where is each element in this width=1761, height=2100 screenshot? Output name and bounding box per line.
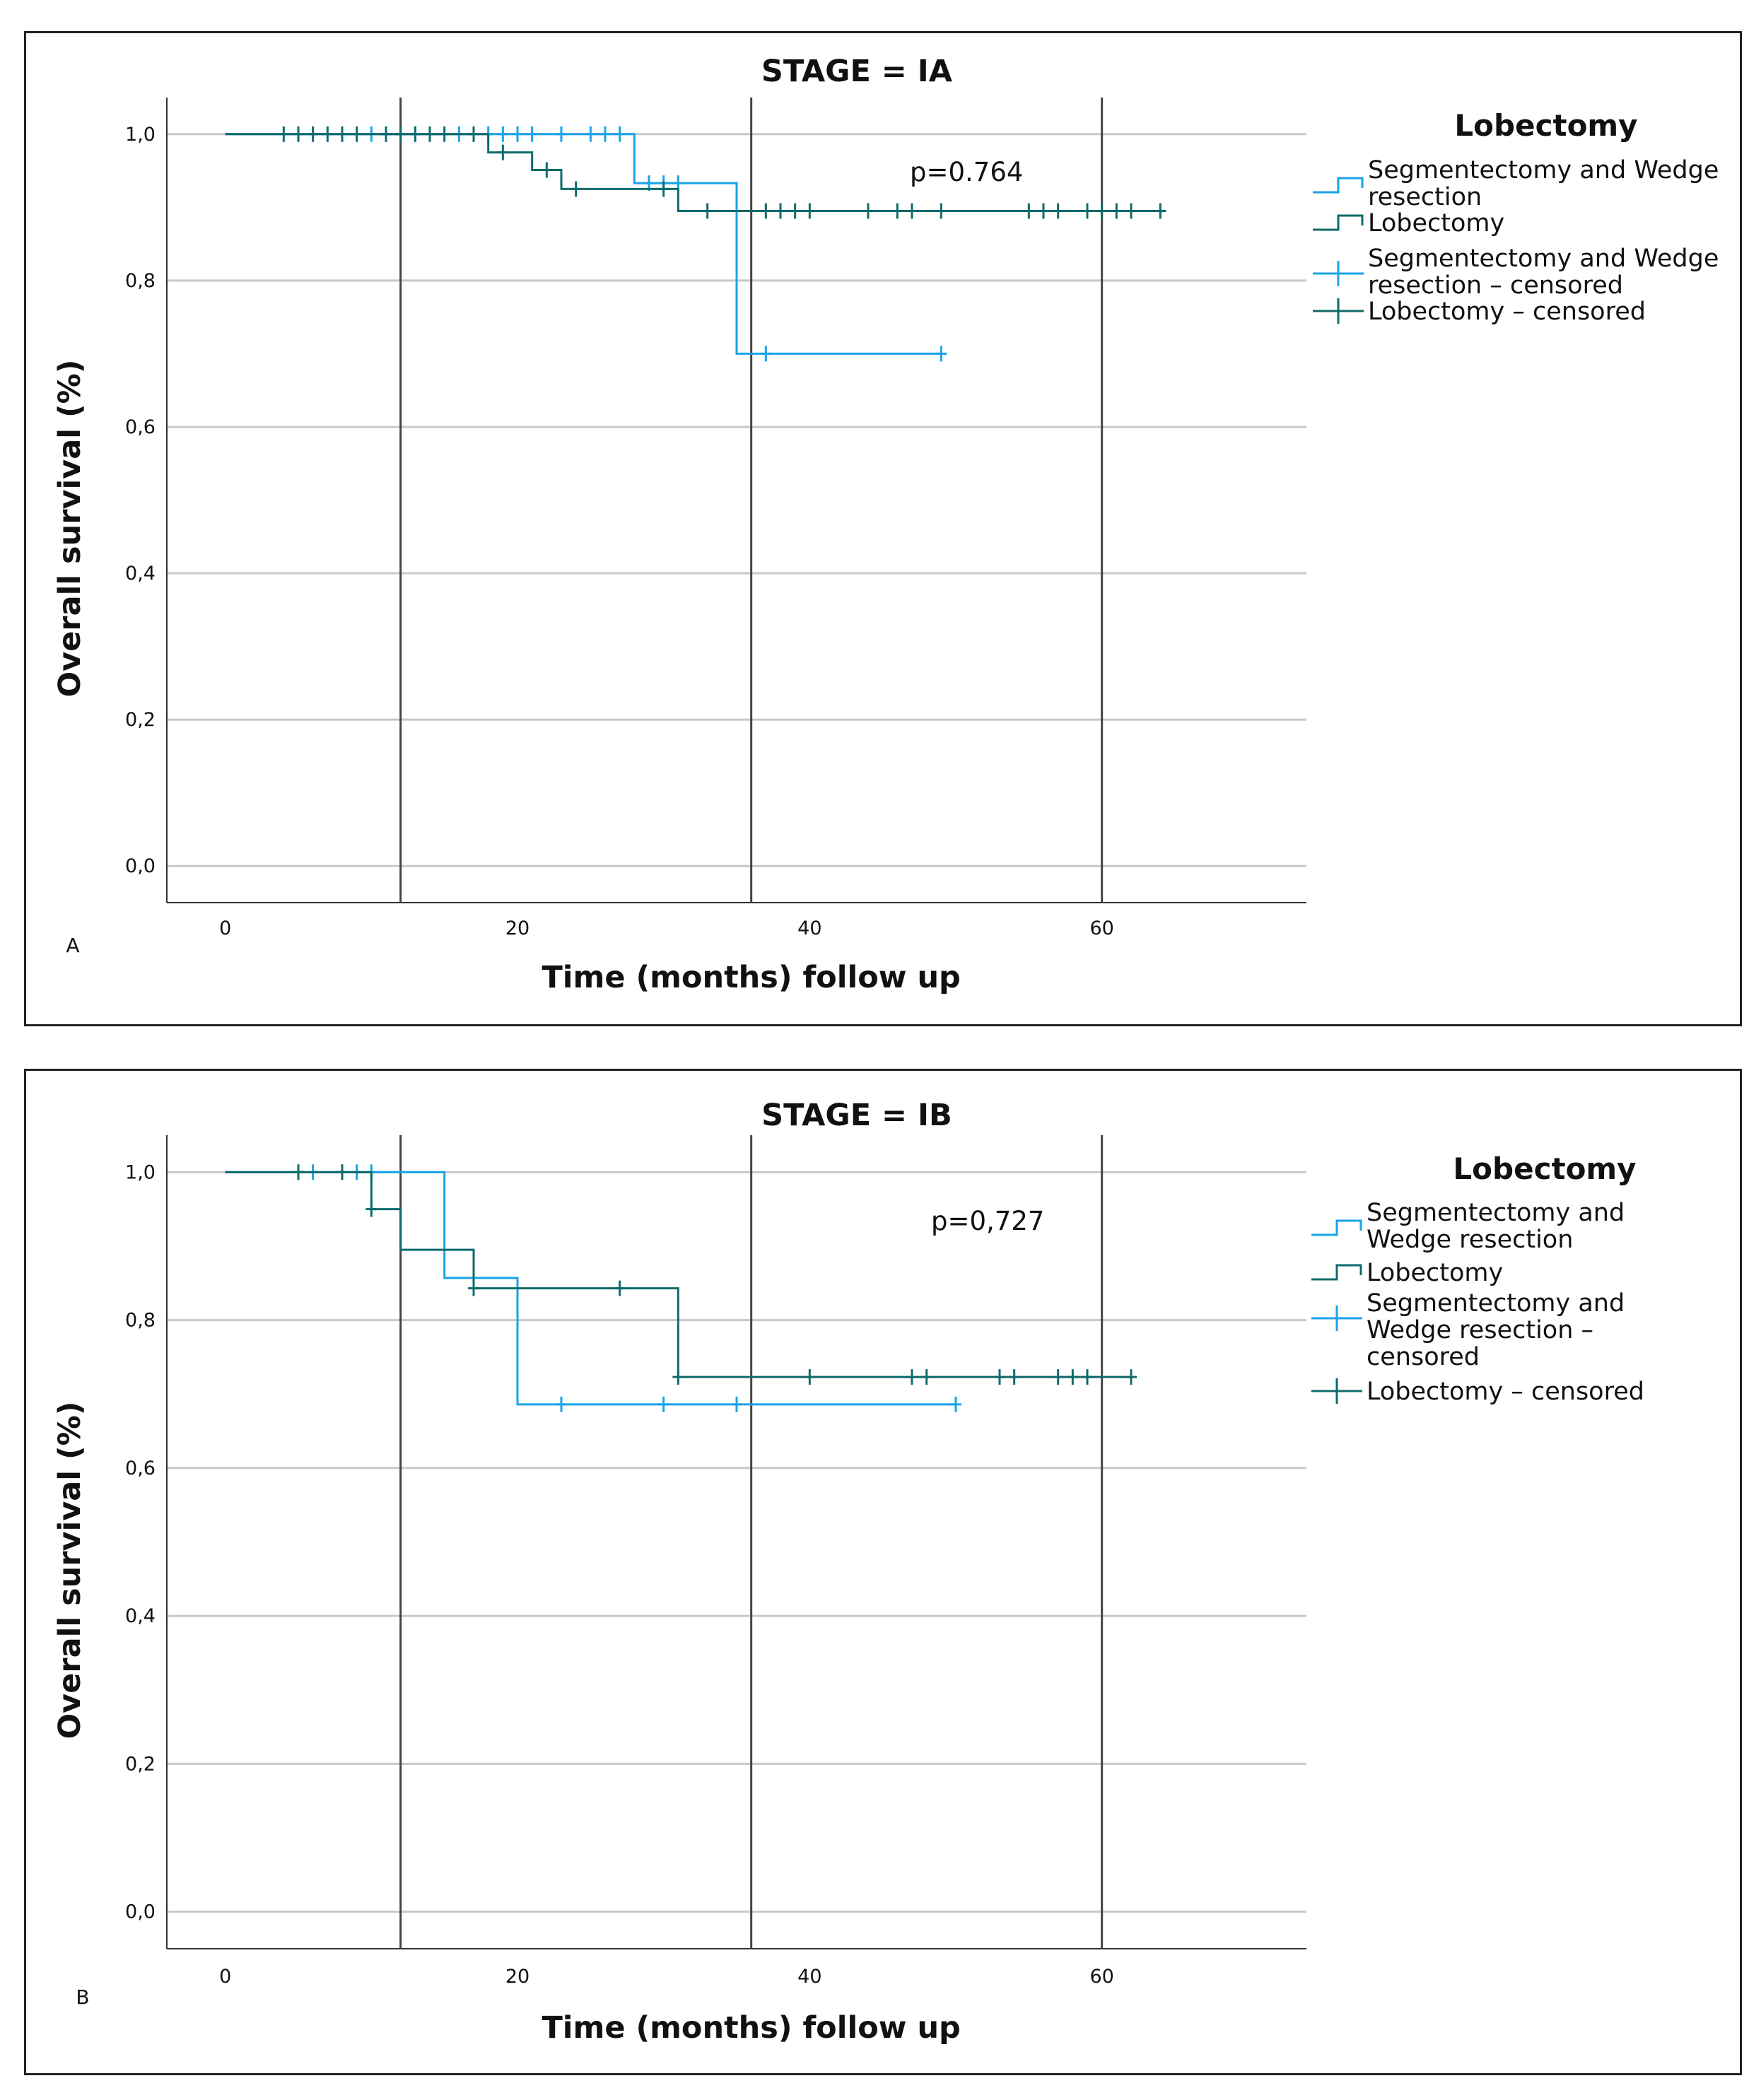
survival-curve-segmentectomy [225, 133, 942, 355]
legend-item-label: Lobectomy [1368, 209, 1504, 237]
x-tick-label: 60 [1089, 917, 1113, 939]
y-tick-label: 0,4 [125, 563, 156, 585]
y-tick-label: 0,4 [125, 1605, 156, 1627]
legend-symbol-step [1311, 1264, 1362, 1281]
p-value-annotation: p=0,727 [931, 1206, 1044, 1236]
panel-label: B [76, 1985, 89, 2009]
legend-item-label: censored [1367, 1343, 1480, 1371]
legend-symbol-step [1311, 1219, 1362, 1236]
x-tick-label: 60 [1089, 1966, 1113, 1988]
km-chart-stage-ib: STAGE = IB 0,0 0,2 0,4 0,6 0,8 1,0 0 20 40 60 Time … [52, 1098, 1644, 2046]
y-tick-label: 0,6 [125, 416, 156, 438]
y-axis-label: Overall survival (%) [52, 1402, 88, 1740]
legend-item-label: Lobectomy [1367, 1259, 1503, 1287]
x-tick-label: 20 [505, 917, 530, 939]
survival-curve-lobectomy [225, 1171, 1131, 1378]
y-tick-label: 0,6 [125, 1457, 156, 1479]
legend-item-label: Segmentectomy and Wedge [1368, 156, 1719, 184]
legend-item-label: Wedge resection [1367, 1226, 1573, 1254]
chart-title: STAGE = IA [761, 54, 953, 89]
y-tick-label: 0,2 [125, 1753, 156, 1775]
x-axis-label: Time (months) follow up [542, 2010, 960, 2046]
y-tick-label: 1,0 [125, 1161, 156, 1183]
legend-symbol-step [1313, 214, 1364, 231]
x-tick-label: 0 [219, 1966, 231, 1988]
km-panel-stage-ib: STAGE = IB 0,0 0,2 0,4 0,6 0,8 1,0 0 20 40 60 Time … [24, 1069, 1742, 2075]
legend-item-label: resection – censored [1368, 271, 1623, 300]
panel-label: A [66, 934, 79, 957]
legend-item-label: resection [1368, 183, 1482, 211]
chart-title: STAGE = IB [761, 1098, 952, 1133]
legend-item-label: Segmentectomy and [1367, 1289, 1625, 1318]
x-tick-label: 40 [797, 1966, 821, 1988]
x-tick-label: 20 [505, 1966, 530, 1988]
x-tick-label: 40 [797, 917, 821, 939]
y-tick-label: 0,0 [125, 1901, 156, 1923]
y-tick-label: 0,8 [125, 1310, 156, 1332]
km-chart-stage-ia: STAGE = IA 0,0 0,2 0,4 0,6 0,8 1,0 0 20 40 60 Time … [52, 54, 1719, 995]
survival-curve-segmentectomy [225, 1171, 956, 1406]
y-tick-label: 0,0 [125, 855, 156, 877]
legend-item-label: Segmentectomy and Wedge [1368, 245, 1719, 273]
x-axis-label: Time (months) follow up [542, 960, 960, 995]
legend-title: Lobectomy [1453, 1151, 1636, 1186]
legend-item-label: Segmentectomy and [1367, 1199, 1625, 1227]
y-tick-label: 1,0 [125, 124, 156, 146]
y-axis-label: Overall survival (%) [52, 360, 88, 698]
km-panel-stage-ia: STAGE = IA 0,0 0,2 0,4 0,6 0,8 1,0 0 20 40 60 Time … [24, 31, 1742, 1026]
x-tick-label: 0 [219, 917, 231, 939]
p-value-annotation: p=0.764 [910, 157, 1023, 187]
y-tick-label: 0,2 [125, 709, 156, 731]
legend-symbol-step [1313, 177, 1364, 194]
legend-item-label: Lobectomy – censored [1368, 298, 1646, 326]
y-tick-label: 0,8 [125, 270, 156, 292]
legend-item-label: Wedge resection – [1367, 1316, 1593, 1344]
legend-title: Lobectomy [1454, 108, 1637, 143]
legend-item-label: Lobectomy – censored [1367, 1378, 1644, 1406]
